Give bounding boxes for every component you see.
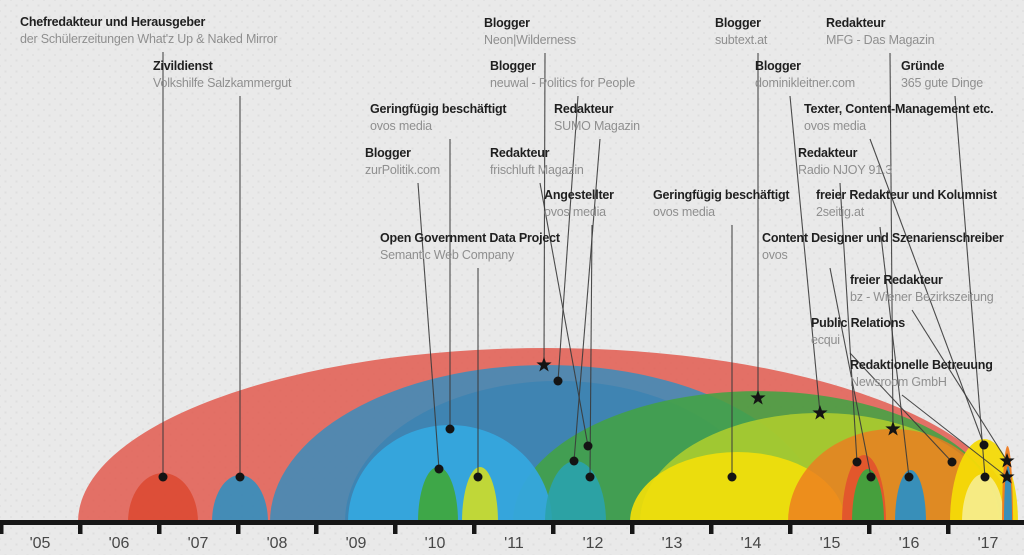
event-marker-dot [980,472,990,482]
leader-line [417,182,440,470]
leader-line [829,267,872,478]
event-marker-dot [235,472,245,482]
axis-tick [472,520,477,534]
axis-tick [551,520,556,534]
timeline-arc-blue-domelet [212,475,268,522]
year-tick-label: '08 [267,535,288,552]
event-marker-star [885,421,901,436]
event-marker-dot [473,472,483,482]
event-marker-star [750,390,766,405]
leader-line [539,182,589,447]
axis-tick [0,520,4,534]
event-marker-dot [585,472,595,482]
timeline-arc-red-domelet [128,473,198,522]
axis-tick [709,520,714,534]
year-tick-label: '11 [504,535,524,552]
event-marker-dot [866,472,876,482]
year-tick-label: '15 [820,535,841,552]
year-tick-label: '09 [346,535,367,552]
year-tick-label: '12 [583,535,604,552]
leader-line [889,52,894,430]
axis-tick [78,520,83,534]
timeline-arc-green-domelet-r [852,469,884,522]
timeline-arc-blue-domelet-r [895,470,926,522]
leader-line [911,309,1008,462]
year-tick-label: '17 [978,535,999,552]
event-marker-dot [727,472,737,482]
timeline-arc-orange-big [788,429,998,522]
axis-tick [393,520,398,534]
year-tick-label: '07 [188,535,209,552]
leader-line [849,352,953,463]
axis-tick [788,520,793,534]
year-tick-label: '05 [30,535,51,552]
event-marker-dot [158,472,168,482]
event-marker-dot [445,424,455,434]
leader-line [879,226,910,478]
timeline-arc-yellowgreen-domelet [462,467,498,522]
event-marker-dot [904,472,914,482]
leader-line [954,95,986,478]
event-marker-dot [569,456,579,466]
year-tick-label: '13 [662,535,683,552]
year-tick-label: '10 [425,535,446,552]
event-marker-star [812,405,828,420]
axis-tick [867,520,872,534]
axis-tick [630,520,635,534]
leader-line [573,138,601,462]
event-marker-dot [947,457,957,467]
year-tick-label: '16 [899,535,920,552]
event-marker-dot [553,376,563,386]
year-tick-label: '14 [741,535,762,552]
event-marker-dot [852,457,862,467]
leader-line [789,95,821,414]
leader-line [839,182,858,463]
leader-line [557,95,579,382]
timeline-arc-lightblue-dome [348,425,552,522]
event-marker-star [536,357,552,372]
leader-line [901,394,1008,478]
timeline-arc-paleyellow-inner [962,474,1004,522]
event-marker-dot [434,464,444,474]
axis-tick [236,520,241,534]
leader-line [589,224,593,478]
timeline-axis [0,520,1024,525]
timeline-arc-green-domelet [418,467,458,522]
event-marker-star [999,469,1015,484]
axis-tick [157,520,162,534]
axis-tick [946,520,951,534]
event-marker-dot [583,441,593,451]
event-marker-star [999,453,1015,468]
year-tick-label: '06 [109,535,130,552]
axis-tick [314,520,319,534]
event-marker-dot [979,440,989,450]
